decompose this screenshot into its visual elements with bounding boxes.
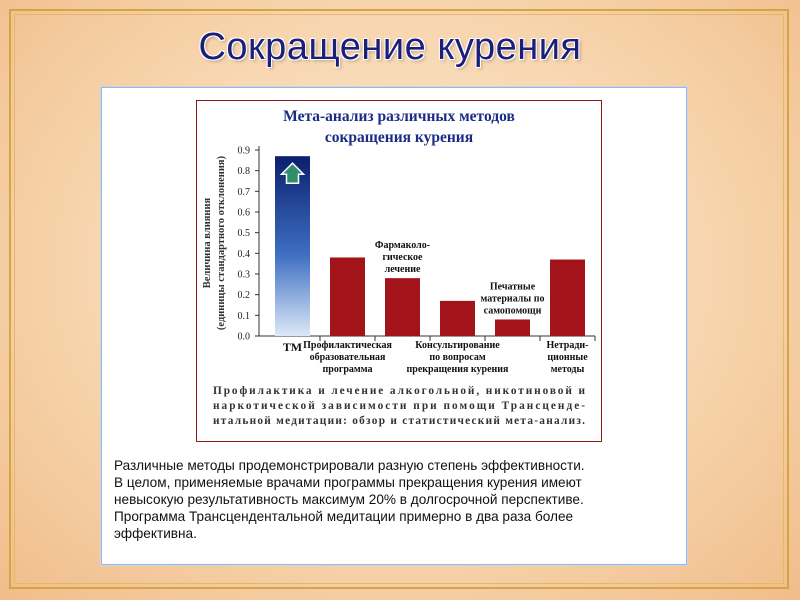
y-tick-label: 0.8: [238, 166, 251, 177]
caption-line: эффективна.: [114, 526, 197, 541]
bar: [550, 259, 585, 336]
category-label: прекращения курения: [407, 364, 510, 375]
bar-chart: Мета-анализ различных методов сокращения …: [202, 108, 596, 427]
caption-line: Различные методы продемонстрировали разн…: [114, 458, 585, 473]
category-label: Консультирование: [415, 340, 500, 351]
y-tick-label: 0.1: [238, 311, 251, 322]
category-label: ционные: [547, 352, 588, 363]
slide-frame-inner: [14, 14, 784, 584]
up-arrow-icon: [279, 162, 306, 184]
bar-tm: [275, 156, 310, 336]
content-panel: Мета-анализ различных методов сокращения …: [101, 87, 687, 565]
bar: [330, 257, 365, 336]
category-label: программа: [323, 364, 373, 375]
category-label-tm: ТМ: [283, 340, 302, 354]
bar: [495, 319, 530, 336]
category-label: самопомощи: [484, 305, 542, 316]
category-label: материалы по: [481, 293, 545, 304]
y-tick-label: 0.4: [238, 249, 251, 260]
category-label: образовательная: [310, 352, 386, 363]
category-label: лечение: [385, 264, 421, 275]
slide-title: Сокращение курения: [198, 26, 582, 68]
chart-title-line: сокращения курения: [325, 129, 473, 146]
caption-line: В целом, применяемые врачами программы п…: [114, 475, 582, 490]
category-label: Печатные: [490, 281, 536, 292]
chart-footnote-line: наркотической зависимости при помощи Тра…: [213, 400, 585, 412]
y-axis-label: Величина влияния: [202, 197, 213, 288]
y-tick-label: 0.9: [238, 146, 251, 157]
chart-footnote-line: Профилактика и лечение алкогольной, нико…: [213, 385, 585, 397]
caption-line: невысокую результативность максимум 20% …: [114, 492, 584, 507]
caption-text: Различные методы продемонстрировали разн…: [114, 457, 674, 542]
category-label: Фармаколо-: [375, 240, 430, 251]
y-tick-label: 0.5: [238, 228, 251, 239]
bar: [440, 300, 475, 336]
category-label: Нетради-: [547, 340, 589, 351]
y-tick-label: 0.6: [238, 208, 251, 219]
y-tick-label: 0.7: [238, 187, 251, 198]
category-label: Профилактическая: [303, 340, 392, 351]
chart-box: Мета-анализ различных методов сокращения …: [196, 100, 602, 442]
y-tick-label: 0.2: [238, 290, 251, 301]
y-axis-label: (единицы стандартного отклонения): [216, 155, 227, 330]
chart-title-line: Мета-анализ различных методов: [283, 108, 515, 125]
chart-footnote-line: итальной медитации: обзор и статистическ…: [213, 415, 585, 427]
bar: [385, 278, 420, 336]
slide-frame-outer: [9, 9, 789, 589]
category-label: гическое: [382, 252, 423, 263]
y-tick-label: 0.3: [238, 270, 251, 281]
category-label: по вопросам: [429, 352, 485, 363]
caption-line: Программа Трансцендентальной медитации п…: [114, 509, 574, 524]
y-tick-label: 0.0: [238, 332, 251, 343]
category-label: методы: [551, 364, 585, 375]
